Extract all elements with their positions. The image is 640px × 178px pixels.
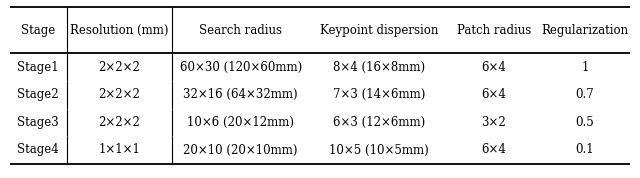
Text: 8×4 (16×8mm): 8×4 (16×8mm)	[333, 61, 425, 74]
Text: 3×2: 3×2	[481, 116, 506, 129]
Text: Regularization: Regularization	[541, 24, 628, 37]
Text: Stage3: Stage3	[17, 116, 59, 129]
Text: 0.7: 0.7	[575, 88, 594, 101]
Text: 10×5 (10×5mm): 10×5 (10×5mm)	[329, 143, 429, 156]
Text: Search radius: Search radius	[199, 24, 282, 37]
Text: Resolution (mm): Resolution (mm)	[70, 24, 168, 37]
Text: 20×10 (20×10mm): 20×10 (20×10mm)	[184, 143, 298, 156]
Text: Stage4: Stage4	[17, 143, 59, 156]
Text: 10×6 (20×12mm): 10×6 (20×12mm)	[188, 116, 294, 129]
Text: Stage1: Stage1	[17, 61, 59, 74]
Text: 6×4: 6×4	[481, 88, 506, 101]
Text: 0.5: 0.5	[575, 116, 594, 129]
Text: 7×3 (14×6mm): 7×3 (14×6mm)	[333, 88, 425, 101]
Text: 32×16 (64×32mm): 32×16 (64×32mm)	[184, 88, 298, 101]
Text: 0.1: 0.1	[575, 143, 594, 156]
Text: 6×3 (12×6mm): 6×3 (12×6mm)	[333, 116, 425, 129]
Text: 2×2×2: 2×2×2	[99, 88, 140, 101]
Text: Patch radius: Patch radius	[456, 24, 531, 37]
Text: 1×1×1: 1×1×1	[99, 143, 140, 156]
Text: 60×30 (120×60mm): 60×30 (120×60mm)	[180, 61, 302, 74]
Text: Keypoint dispersion: Keypoint dispersion	[320, 24, 438, 37]
Text: 1: 1	[581, 61, 589, 74]
Text: 6×4: 6×4	[481, 143, 506, 156]
Text: Stage2: Stage2	[17, 88, 59, 101]
Text: 2×2×2: 2×2×2	[99, 61, 140, 74]
Text: 2×2×2: 2×2×2	[99, 116, 140, 129]
Text: Stage: Stage	[21, 24, 56, 37]
Text: 6×4: 6×4	[481, 61, 506, 74]
